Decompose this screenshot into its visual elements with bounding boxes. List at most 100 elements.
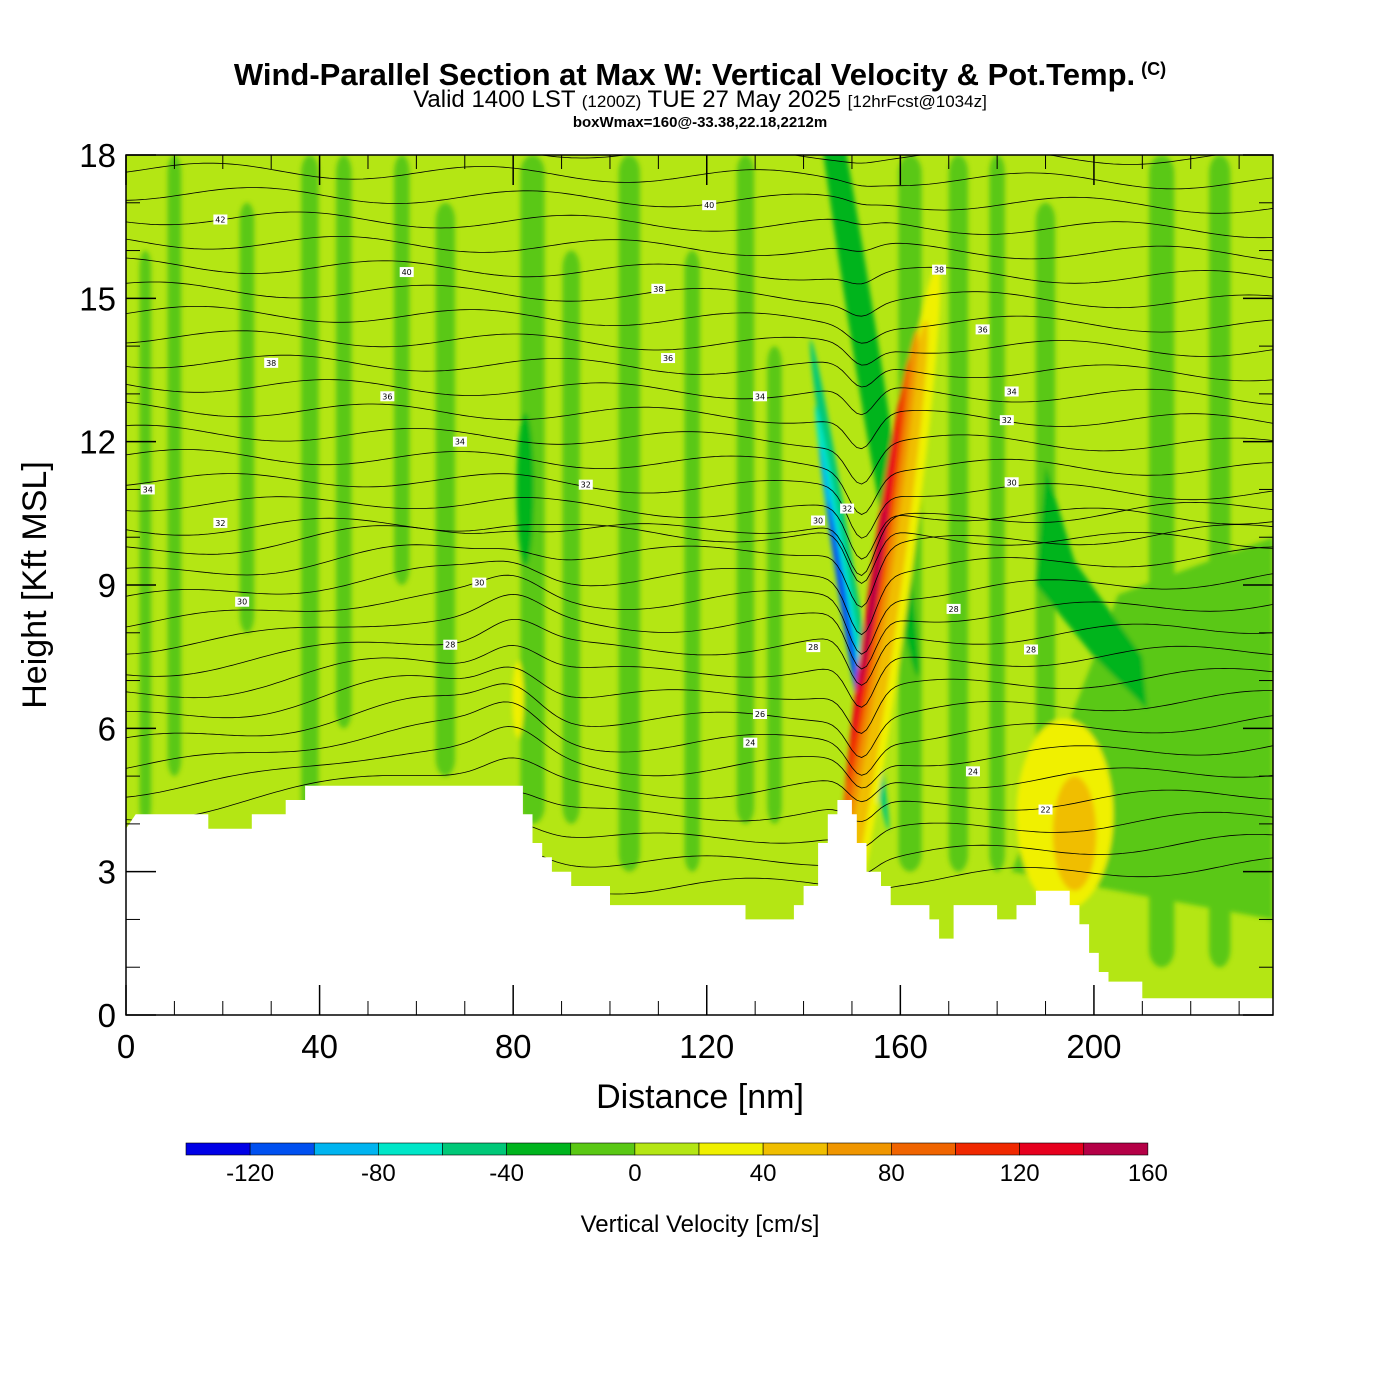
field-structures	[139, 155, 1273, 1002]
colorbar-tick-label: 0	[628, 1160, 641, 1187]
downdraft-core	[827, 500, 866, 737]
chart-title: Wind-Parallel Section at Max W: Vertical…	[0, 50, 1400, 94]
theta-label-box	[702, 200, 717, 211]
theta-label-text: 28	[808, 643, 818, 652]
colorbar-swatch	[698, 1142, 764, 1156]
y-tick-label: 3	[98, 854, 116, 891]
sink-streak	[562, 250, 580, 824]
theta-isentrope	[126, 211, 1273, 239]
theta-isentrope	[126, 473, 1273, 539]
theta-isentrope	[126, 424, 1273, 485]
theta-label-box	[946, 603, 961, 614]
theta-label-text: 38	[266, 359, 276, 368]
theta-label-text: 34	[755, 392, 765, 401]
updraft-cell-inner	[1052, 776, 1097, 891]
theta-isentrope	[126, 449, 1273, 515]
theta-label: 36	[661, 353, 676, 364]
theta-label-box	[1004, 477, 1019, 488]
theta-isentrope	[300, 155, 1220, 165]
theta-label-box	[213, 214, 228, 225]
theta-label-box	[651, 283, 666, 294]
colorbar-swatch	[634, 1142, 700, 1156]
theta-label-box	[1004, 386, 1019, 397]
theta-label-text: 28	[445, 641, 455, 650]
theta-label-text: 24	[968, 767, 978, 776]
colorbar-swatch	[442, 1142, 507, 1156]
theta-label: 22	[1038, 804, 1053, 815]
theta-label: 38	[264, 357, 279, 368]
y-tick-label: 18	[79, 137, 116, 174]
theta-label-text: 30	[1007, 478, 1017, 487]
colorbar-swatch	[955, 1142, 1020, 1156]
theta-label: 36	[380, 391, 395, 402]
theta-label-box	[380, 391, 395, 402]
chart-subtitle: Valid 1400 LST (1200Z) TUE 27 May 2025 […	[0, 88, 1400, 114]
theta-label: 34	[452, 436, 467, 447]
sink-streak	[618, 155, 640, 872]
theta-isentrope	[126, 236, 1273, 261]
theta-label-box	[752, 391, 767, 402]
theta-label-text: 30	[474, 579, 484, 588]
x-tick-label: 160	[873, 1028, 928, 1065]
y-tick-label: 15	[79, 280, 116, 317]
theta-isentrope	[126, 546, 1273, 636]
sink-streak	[684, 250, 700, 872]
colorbar-tick-label: 40	[750, 1160, 777, 1187]
theta-label-box	[578, 479, 593, 490]
x-tick-label: 80	[495, 1028, 532, 1065]
theta-label-box	[452, 436, 467, 447]
theta-label-box	[140, 484, 155, 495]
theta-label: 40	[702, 200, 717, 211]
colorbar-swatch	[249, 1142, 315, 1156]
theta-label-text: 36	[382, 392, 392, 401]
theta-label-box	[213, 517, 228, 528]
utc-time: (1200Z)	[581, 92, 642, 111]
theta-label: 28	[946, 603, 961, 614]
colorbar-swatch	[506, 1142, 572, 1156]
theta-label-text: 30	[813, 517, 823, 526]
forecast-info: [12hrFcst@1034z]	[847, 92, 987, 111]
theta-isentrope	[126, 501, 1273, 576]
theta-isentrope	[126, 162, 1273, 190]
theta-label: 24	[743, 737, 758, 748]
theta-label-text: 32	[842, 505, 852, 514]
updraft-core	[860, 499, 888, 690]
colorbar-tick-label: -80	[361, 1160, 396, 1187]
theta-isentrope	[126, 257, 1273, 285]
x-axis-label: Distance [nm]	[596, 1078, 804, 1116]
sink-streak	[139, 250, 152, 824]
theta-isentrope	[126, 354, 1273, 388]
colorbar-swatch	[185, 1142, 251, 1156]
colorbar-swatch	[826, 1142, 892, 1156]
sink-streak	[736, 155, 755, 824]
theta-label-box	[806, 642, 821, 653]
sink-streak	[239, 202, 255, 633]
theta-label-box	[264, 357, 279, 368]
theta-label: 32	[999, 415, 1014, 426]
sink-streak	[435, 202, 456, 777]
theta-isentrope	[126, 757, 1273, 821]
theta-label: 28	[1024, 644, 1039, 655]
theta-isentrope	[126, 593, 1273, 670]
sink-cell-small	[516, 413, 534, 566]
sink-streak	[948, 155, 969, 872]
y-tick-label: 0	[98, 997, 116, 1034]
theta-label: 24	[965, 766, 980, 777]
theta-label: 30	[235, 596, 250, 607]
sink-streak	[767, 346, 782, 824]
colorbar-tick-label: 120	[1000, 1160, 1040, 1187]
theta-label-text: 36	[663, 354, 673, 363]
theta-label: 36	[975, 324, 990, 335]
theta-isentrope	[126, 281, 1273, 317]
theta-label-box	[752, 709, 767, 719]
theta-label-box	[965, 766, 980, 777]
theta-label: 30	[472, 577, 487, 588]
theta-label: 34	[140, 484, 155, 495]
sink-streak	[989, 155, 1005, 872]
colorbar-swatch	[570, 1142, 636, 1156]
theta-label-box	[443, 639, 458, 650]
colorbar-swatch	[891, 1142, 956, 1156]
theta-isentrope	[126, 517, 1273, 584]
theta-isentrope	[126, 645, 1273, 708]
